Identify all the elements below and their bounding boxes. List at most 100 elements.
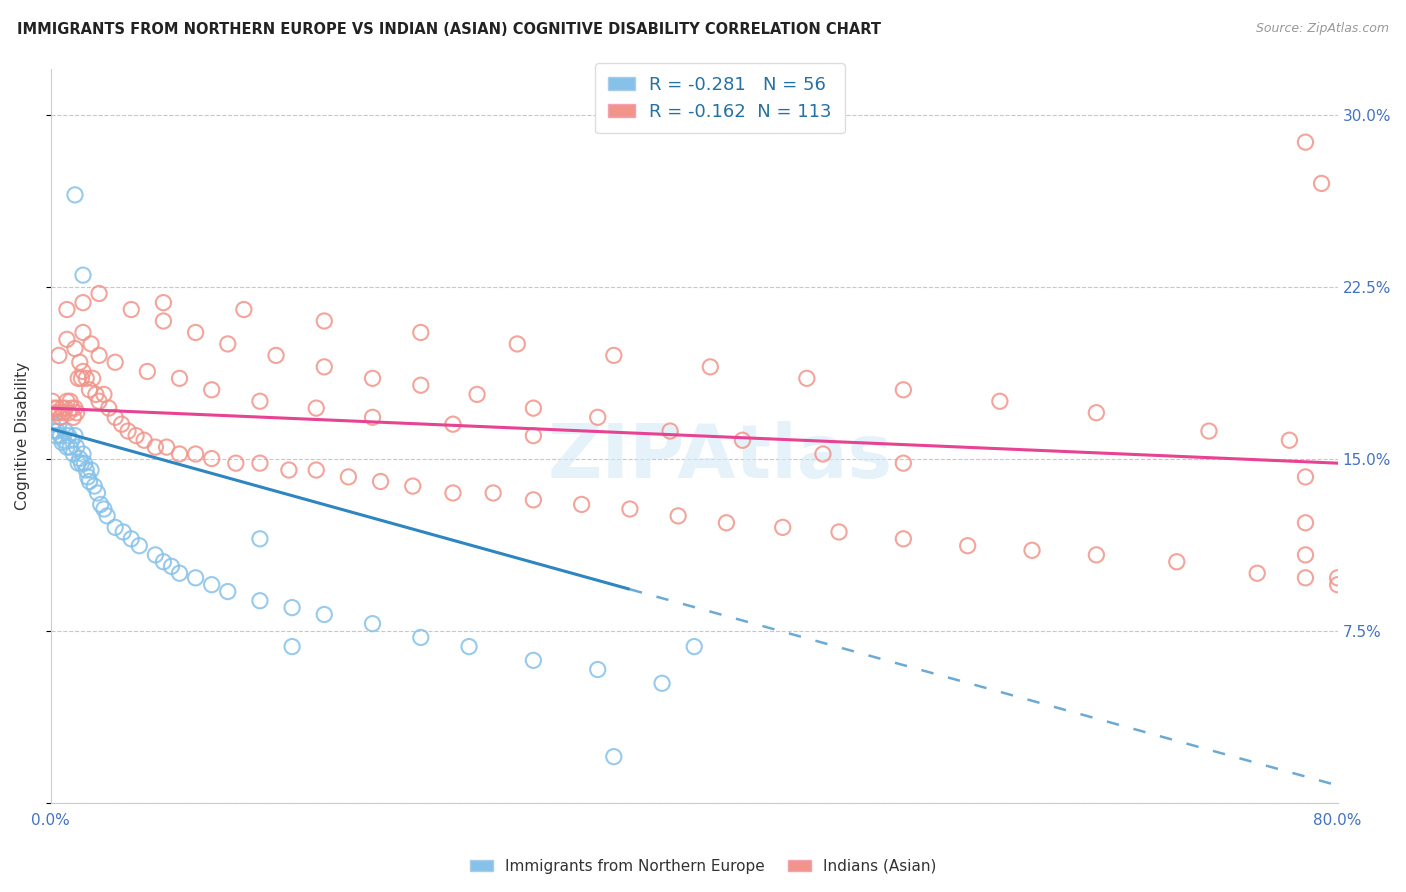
Point — [1294, 135, 1316, 149]
Point — [152, 314, 174, 328]
Point — [72, 364, 94, 378]
Point — [75, 371, 97, 385]
Point — [571, 498, 593, 512]
Point — [152, 555, 174, 569]
Point — [112, 524, 135, 539]
Point — [46, 424, 69, 438]
Point — [666, 508, 689, 523]
Point — [1294, 516, 1316, 530]
Point — [1166, 555, 1188, 569]
Point — [409, 631, 432, 645]
Point — [93, 387, 115, 401]
Point — [160, 559, 183, 574]
Point — [891, 532, 914, 546]
Point — [76, 470, 98, 484]
Legend: Immigrants from Northern Europe, Indians (Asian): Immigrants from Northern Europe, Indians… — [464, 853, 942, 880]
Point — [522, 401, 544, 416]
Point — [41, 417, 63, 432]
Point — [48, 348, 70, 362]
Point — [699, 359, 721, 374]
Point — [314, 314, 336, 328]
Point — [1085, 406, 1108, 420]
Point — [217, 584, 239, 599]
Text: IMMIGRANTS FROM NORTHERN EUROPE VS INDIAN (ASIAN) COGNITIVE DISABILITY CORRELATI: IMMIGRANTS FROM NORTHERN EUROPE VS INDIA… — [17, 22, 882, 37]
Point — [136, 364, 159, 378]
Point — [1326, 577, 1348, 591]
Point — [48, 406, 70, 420]
Point — [441, 417, 464, 432]
Point — [603, 348, 626, 362]
Point — [1246, 566, 1268, 581]
Point — [45, 428, 67, 442]
Point — [603, 749, 626, 764]
Point — [63, 187, 86, 202]
Point — [361, 616, 384, 631]
Point — [201, 577, 224, 591]
Point — [60, 401, 83, 416]
Point — [184, 571, 207, 585]
Point — [56, 332, 79, 346]
Point — [67, 371, 90, 385]
Point — [104, 410, 127, 425]
Point — [586, 663, 609, 677]
Point — [80, 463, 103, 477]
Point — [249, 593, 271, 607]
Point — [70, 371, 93, 385]
Point — [72, 326, 94, 340]
Point — [1021, 543, 1043, 558]
Point — [72, 295, 94, 310]
Point — [716, 516, 738, 530]
Point — [811, 447, 834, 461]
Point — [59, 394, 82, 409]
Point — [46, 401, 69, 416]
Point — [82, 371, 104, 385]
Point — [314, 359, 336, 374]
Point — [361, 410, 384, 425]
Legend: R = -0.281   N = 56, R = -0.162  N = 113: R = -0.281 N = 56, R = -0.162 N = 113 — [595, 63, 845, 134]
Point — [53, 401, 76, 416]
Point — [96, 508, 118, 523]
Point — [201, 451, 224, 466]
Point — [87, 286, 110, 301]
Point — [586, 410, 609, 425]
Point — [281, 640, 304, 654]
Point — [232, 302, 254, 317]
Point — [65, 440, 87, 454]
Point — [59, 440, 82, 454]
Point — [1326, 571, 1348, 585]
Point — [52, 434, 75, 448]
Point — [69, 451, 91, 466]
Point — [169, 371, 191, 385]
Point — [104, 355, 127, 369]
Point — [42, 424, 65, 438]
Point — [62, 410, 84, 425]
Point — [125, 428, 148, 442]
Point — [134, 434, 156, 448]
Point — [522, 428, 544, 442]
Point — [249, 532, 271, 546]
Point — [361, 371, 384, 385]
Point — [117, 424, 139, 438]
Point — [56, 440, 79, 454]
Point — [156, 440, 179, 454]
Point — [58, 428, 80, 442]
Point — [128, 539, 150, 553]
Point — [63, 428, 86, 442]
Y-axis label: Cognitive Disability: Cognitive Disability — [15, 361, 30, 509]
Point — [53, 424, 76, 438]
Point — [110, 417, 132, 432]
Point — [522, 653, 544, 667]
Point — [506, 337, 529, 351]
Point — [87, 348, 110, 362]
Point — [84, 387, 107, 401]
Point — [72, 447, 94, 461]
Point — [48, 417, 70, 432]
Point — [184, 326, 207, 340]
Point — [1294, 571, 1316, 585]
Point — [90, 498, 112, 512]
Point — [988, 394, 1011, 409]
Point — [249, 456, 271, 470]
Point — [619, 502, 641, 516]
Point — [86, 486, 108, 500]
Point — [465, 387, 488, 401]
